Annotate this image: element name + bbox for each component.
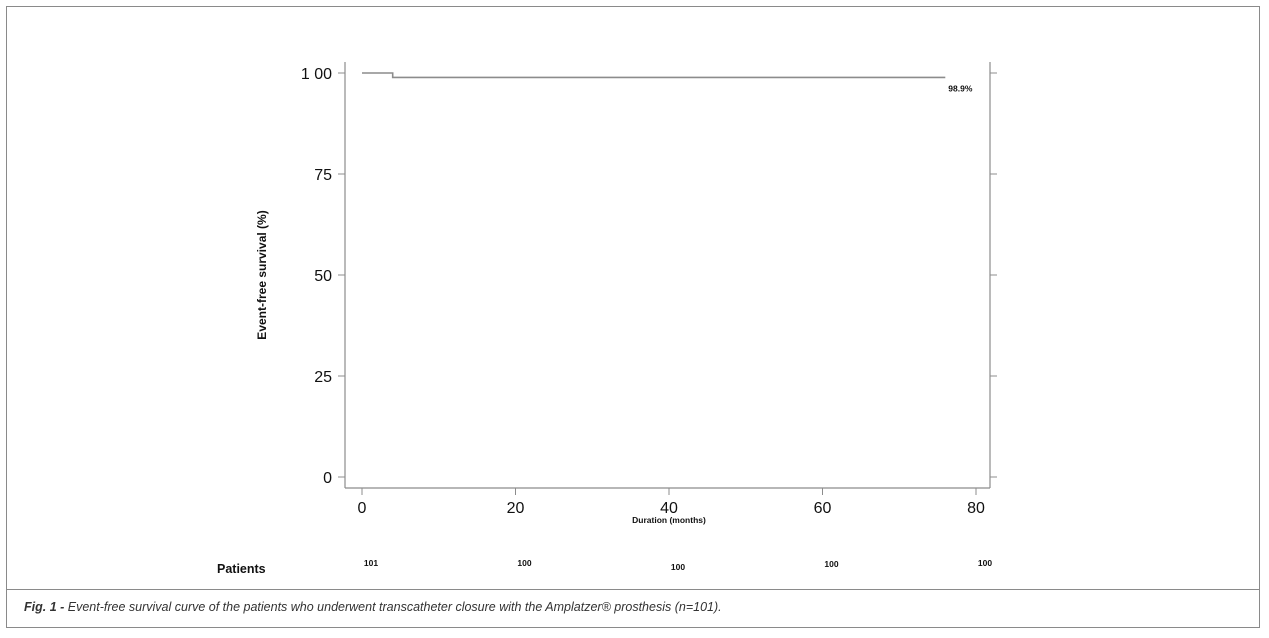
figure-label: Fig. 1 - bbox=[24, 600, 65, 614]
y-tick-label: 25 bbox=[314, 369, 332, 386]
risk-table-label: Patients bbox=[217, 562, 266, 576]
end-value-label: 98.9% bbox=[948, 83, 973, 93]
y-tick-label: 50 bbox=[314, 268, 332, 285]
risk-table-value: 100 bbox=[517, 558, 531, 568]
figure-frame bbox=[6, 6, 1260, 628]
risk-table-value: 101 bbox=[364, 558, 378, 568]
y-tick-label: 75 bbox=[314, 167, 332, 184]
y-tick-label: 0 bbox=[323, 470, 332, 487]
x-tick-label: 80 bbox=[967, 500, 985, 517]
x-tick-label: 60 bbox=[814, 500, 832, 517]
caption-text: Event-free survival curve of the patient… bbox=[64, 600, 722, 614]
figure-caption: Fig. 1 - Event-free survival curve of th… bbox=[24, 600, 722, 614]
x-tick-label: 0 bbox=[358, 500, 367, 517]
y-tick-label: 1 00 bbox=[301, 66, 332, 83]
risk-table-value: 100 bbox=[671, 562, 685, 572]
caption-divider bbox=[6, 589, 1260, 590]
x-axis-title: Duration (months) bbox=[632, 515, 706, 525]
x-tick-label: 20 bbox=[507, 500, 525, 517]
risk-table-value: 100 bbox=[824, 559, 838, 569]
x-tick-label: 40 bbox=[660, 500, 678, 517]
risk-table-value: 100 bbox=[978, 558, 992, 568]
survival-curve bbox=[362, 72, 946, 79]
y-axis-title: Event-free survival (%) bbox=[255, 210, 269, 339]
survival-chart: 0 25 50 75 1 00 0 20 40 60 80 Duration (months) Eve… bbox=[217, 62, 997, 576]
